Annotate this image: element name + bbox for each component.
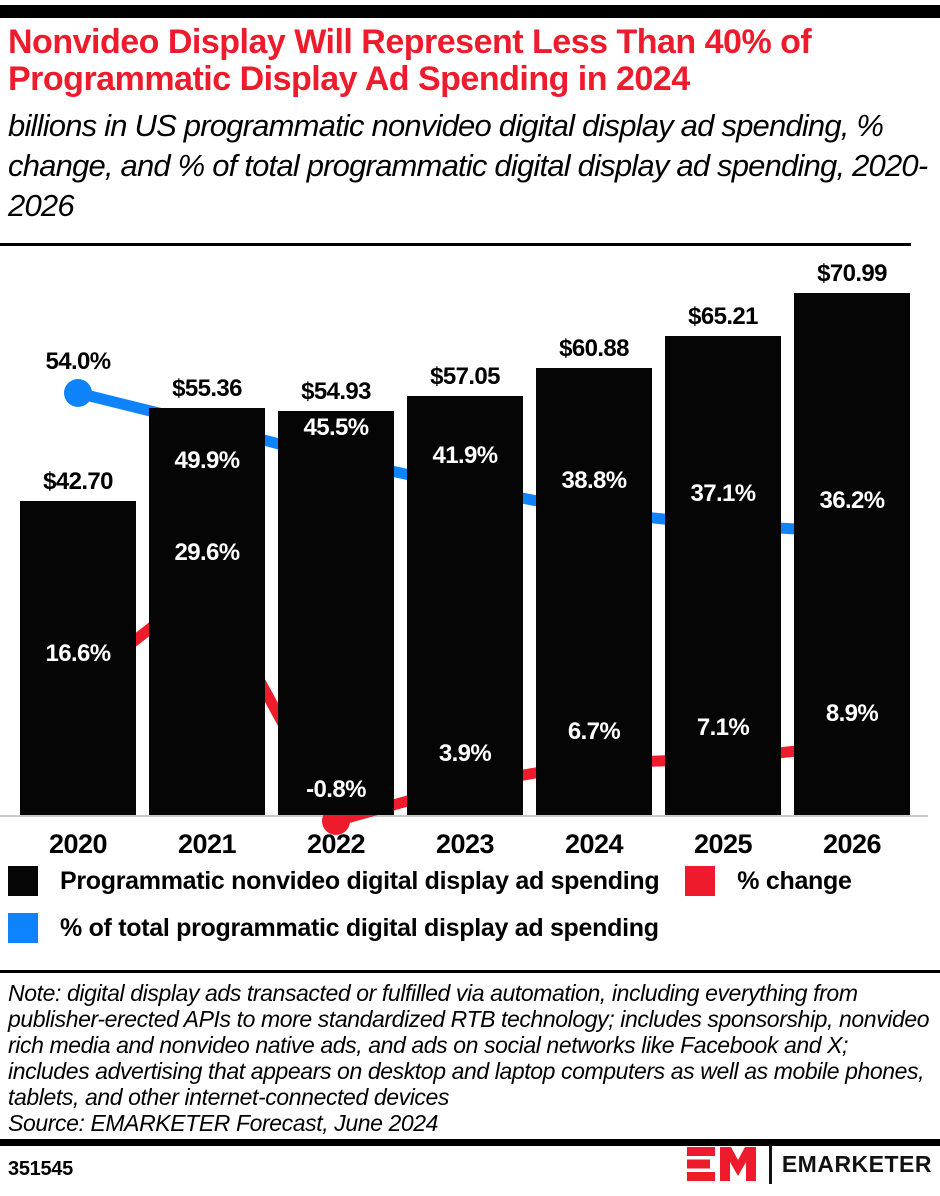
bar-value-label-2024: $60.88 [559,335,629,362]
source-text: Source: EMARKETER Forecast, June 2024 [8,1110,439,1136]
point-label-pct_change-2024: 6.7% [567,718,621,745]
x-axis-label-2022: 2022 [306,829,366,859]
bar-value-label-2021: $55.36 [172,375,242,402]
bar-2021 [149,408,265,815]
bar-value-label-2025: $65.21 [688,303,758,330]
footer-rule [0,1139,940,1146]
legend-swatch-pct-change [685,866,716,896]
point-label-pct_change-2022: -0.8% [306,776,366,803]
x-axis-label-2024: 2024 [564,829,624,859]
point-label-pct_change-2026: 8.9% [825,700,879,727]
bar-2022 [278,411,394,815]
chart-id: 351545 [8,1158,73,1180]
point-label-pct_of_total-2020: 54.0% [45,348,111,375]
top-rule [0,5,940,18]
point-label-pct_of_total-2026: 36.2% [819,487,885,514]
x-axis-label-2020: 2020 [48,829,108,859]
legend-label-pct-of-total: % of total programmatic digital display … [60,913,659,942]
point-label-pct_of_total-2022: 45.5% [303,414,369,441]
emarketer-logo-icon [686,1147,756,1181]
legend-swatch-spending [8,866,38,896]
legend-row-1: Programmatic nonvideo digital display ad… [8,866,934,896]
chart-subtitle: billions in US programmatic nonvideo dig… [8,108,928,223]
x-axis-label-2025: 2025 [693,829,753,859]
legend-swatch-pct-of-total [8,913,38,943]
point-label-pct_of_total-2023: 41.9% [432,442,498,469]
x-axis-label-2021: 2021 [177,829,237,859]
bar-2024 [536,368,652,815]
bar-value-label-2022: $54.93 [301,378,371,405]
legend: Programmatic nonvideo digital display ad… [8,866,934,960]
note-text: Note: digital display ads transacted or … [8,980,930,1110]
legend-label-spending: Programmatic nonvideo digital display ad… [60,866,660,895]
chart-top-border [0,243,911,246]
x-axis-label-2023: 2023 [435,829,495,859]
chart-area: $42.70 2020 $55.36 2021 $54.93 2022 $57.05 2023… [0,243,940,863]
note-section: Note: digital display ads transacted or … [0,970,940,1136]
point-label-pct_of_total-2024: 38.8% [561,467,627,494]
brand-logo: EMARKETER [686,1144,932,1184]
point-label-pct_change-2021: 29.6% [174,539,240,566]
bar-value-label-2026: $70.99 [817,260,887,287]
bar-2026 [794,293,910,815]
x-axis-label-2026: 2026 [822,829,882,859]
x-axis-line [0,815,928,817]
point-label-pct_of_total-2021: 49.9% [174,447,240,474]
chart-title: Nonvideo Display Will Represent Less Tha… [8,23,812,98]
logo-divider [768,1144,772,1184]
legend-row-2: % of total programmatic digital display … [8,913,934,943]
point-pct_of_total-2020 [64,379,92,407]
point-label-pct_change-2020: 16.6% [45,640,111,667]
bar-2025 [665,336,781,815]
bar-2020 [20,501,136,815]
point-label-pct_of_total-2025: 37.1% [690,480,756,507]
brand-name: EMARKETER [781,1150,932,1177]
bar-value-label-2020: $42.70 [43,468,113,495]
legend-label-pct-change: % change [737,866,852,895]
bar-2023 [407,396,523,815]
bar-value-label-2023: $57.05 [430,363,500,390]
point-label-pct_change-2023: 3.9% [438,740,492,767]
point-label-pct_change-2025: 7.1% [696,714,750,741]
